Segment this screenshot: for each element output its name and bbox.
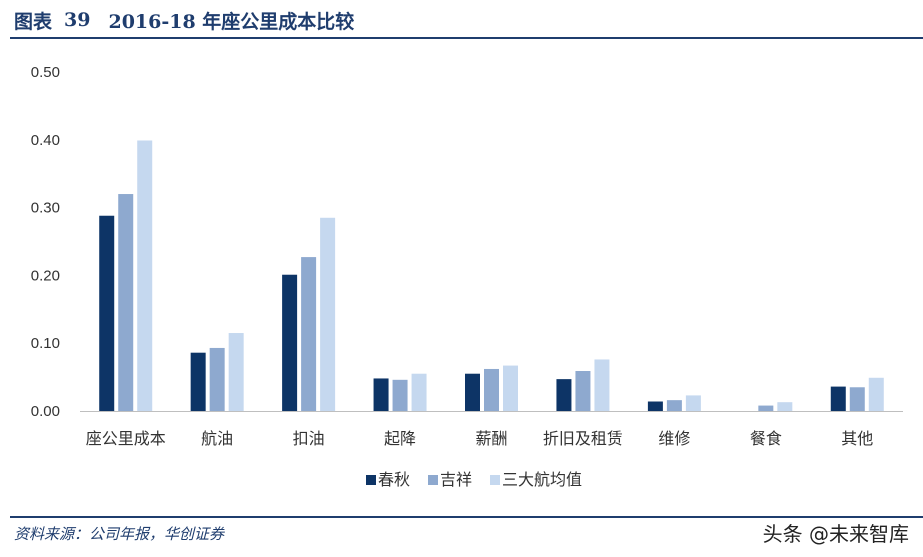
legend-swatch (490, 475, 500, 485)
bar (465, 373, 480, 411)
y-tick-label: 0.10 (31, 335, 60, 352)
bar (118, 194, 134, 411)
bar (320, 217, 336, 411)
y-tick-label: 0.30 (31, 200, 60, 217)
bar (758, 405, 774, 411)
figure-title: 图表 39 2016-18 年座公里成本比较 (14, 6, 354, 34)
source-note: 资料来源：公司年报，华创证券 (14, 525, 225, 543)
y-tick-label: 0.50 (31, 64, 60, 81)
bar (411, 373, 427, 411)
bar (282, 274, 298, 411)
bar (301, 257, 317, 411)
x-tick-label: 薪酬 (475, 429, 507, 448)
legend-label: 春秋 (378, 470, 410, 489)
chart-title: 2016-18 年座公里成本比较 (108, 10, 355, 33)
bar (830, 386, 846, 411)
bar (777, 402, 793, 411)
bar (99, 215, 115, 411)
x-tick-label: 餐食 (750, 429, 782, 448)
y-tick-label: 0.40 (31, 132, 60, 149)
bar (190, 352, 206, 411)
bar (849, 387, 865, 411)
legend-swatch (428, 475, 438, 485)
y-tick-label: 0.00 (31, 403, 60, 420)
x-tick-label: 折旧及租赁 (543, 429, 623, 448)
x-tick-label: 航油 (201, 429, 233, 448)
title-divider (10, 37, 923, 39)
figure-label: 图表 (14, 10, 53, 33)
bar (666, 400, 682, 411)
bar (137, 140, 153, 411)
legend-swatch (366, 475, 376, 485)
bar (228, 333, 244, 411)
legend-label: 三大航均值 (502, 470, 582, 489)
bar (575, 370, 591, 411)
bar (685, 395, 701, 411)
bar (647, 401, 663, 411)
bar (373, 378, 389, 411)
bar (484, 368, 499, 411)
bar (594, 359, 610, 411)
bar (503, 365, 518, 411)
x-tick-label: 维修 (658, 429, 690, 448)
bar (868, 377, 884, 411)
bar (556, 379, 572, 411)
x-tick-label: 扣油 (293, 429, 325, 448)
legend-label: 吉祥 (440, 470, 472, 489)
footer-divider (10, 516, 923, 518)
bar (392, 379, 408, 411)
bar-chart: 0.00 0.10 0.20 0.30 0.40 0.50 座公里成本 航油 扣油 起降 薪酬 折旧及… (31, 64, 903, 489)
x-tick-label: 其他 (841, 429, 873, 448)
x-tick-label: 起降 (384, 429, 416, 448)
bar (209, 347, 225, 411)
figure-number: 39 (64, 9, 91, 31)
y-tick-label: 0.20 (31, 267, 60, 284)
x-tick-label: 座公里成本 (86, 429, 166, 448)
watermark: 头条 @未来智库 (762, 522, 909, 546)
